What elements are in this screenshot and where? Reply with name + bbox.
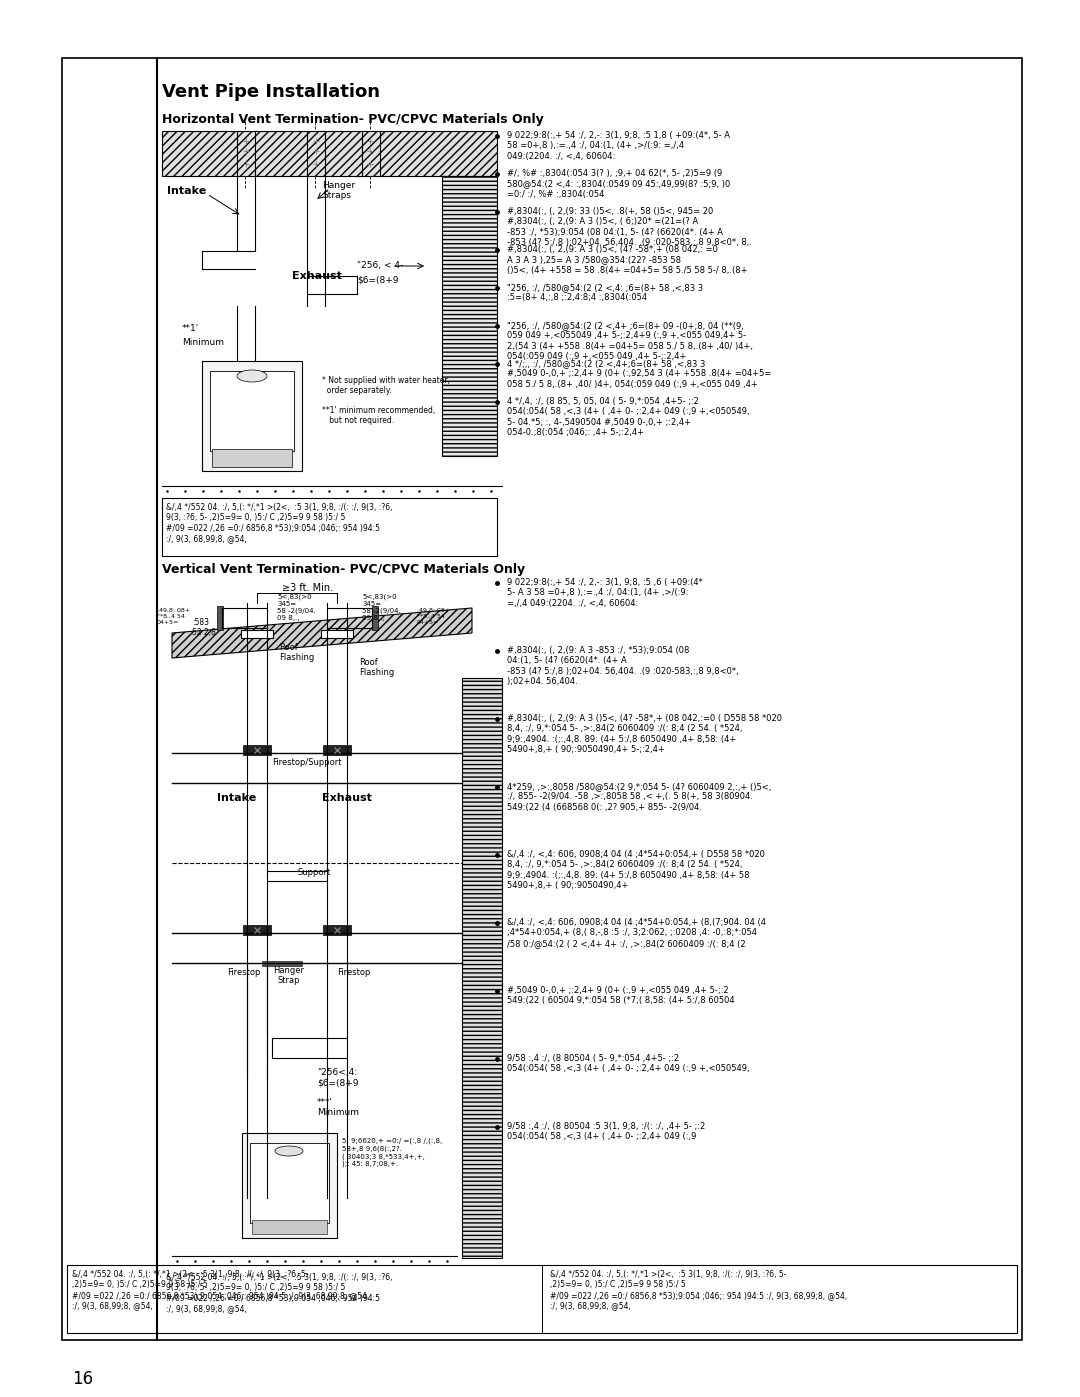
Bar xyxy=(243,925,271,935)
Bar xyxy=(217,606,222,630)
Bar xyxy=(162,131,497,176)
Text: **1' minimum recommended,
   but not required.: **1' minimum recommended, but not requir… xyxy=(322,407,435,426)
Bar xyxy=(162,497,497,556)
Bar xyxy=(202,360,302,471)
Text: #,8304(:, (, 2,(9: A 3 ()5<, (4? -58*,+ (08 042,: =0
A 3 A 3 ),25= A 3 /580@354:: #,8304(:, (, 2,(9: A 3 ()5<, (4? -58*,+ … xyxy=(507,244,747,275)
Text: Support: Support xyxy=(297,868,330,877)
Bar xyxy=(372,606,378,630)
Text: 4 */,4, :/, (8 85, 5, 05, 04 ( 5- 9,*:054 ,4+5- ;:2
054(:054( 58 ,<,3 (4+ ( ,4+ : 4 */,4, :/, (8 85, 5, 05, 04 ( 5- 9,*:05… xyxy=(507,397,750,437)
Text: Hanger
Straps: Hanger Straps xyxy=(322,182,355,200)
Bar xyxy=(442,176,497,455)
Text: Exhaust: Exhaust xyxy=(322,793,372,803)
Bar xyxy=(249,1143,329,1222)
Text: 9 022;9:8(:,+ 54 :/, 2,-: 3(1, 9;8, :5 1,8 ( +09:(4*, 5- A
58 =0+,8 ),:=.,4 :/, : 9 022;9:8(:,+ 54 :/, 2,-: 3(1, 9;8, :5 1… xyxy=(507,131,730,161)
Text: **1': **1' xyxy=(183,324,199,332)
Text: * Not supplied with water heater,
  order separately.: * Not supplied with water heater, order … xyxy=(322,376,450,395)
Ellipse shape xyxy=(275,1146,303,1155)
Bar xyxy=(252,1220,327,1234)
Text: "256, :/, /580@54:(2 (2 <,4+ ;6=(8+ 09 -(0+;8, 04 (**(9,
059 049 +,<055049 ,4+ 5: "256, :/, /580@54:(2 (2 <,4+ ;6=(8+ 09 -… xyxy=(507,321,753,362)
Text: 5<,83(>0
345=
58 -2(9/04.
09 8,.,: 5<,83(>0 345= 58 -2(9/04. 09 8,., xyxy=(276,592,315,622)
Text: :583
52 2,8: :583 52 2,8 xyxy=(192,617,216,637)
Bar xyxy=(241,630,273,638)
Text: Minimum: Minimum xyxy=(183,338,224,346)
Bar xyxy=(62,59,1022,1340)
Bar xyxy=(67,1266,1017,1333)
Text: Intake: Intake xyxy=(217,793,256,803)
Text: Roof
Flashing: Roof Flashing xyxy=(279,643,314,662)
Bar xyxy=(323,745,351,754)
Text: 9/58 :,4 :/, (8 80504 :5 3(1, 9;8, :/(: :/, ,4+ 5- ;:2
054(:054( 58 ,<,3 (4+ ( ,: 9/58 :,4 :/, (8 80504 :5 3(1, 9;8, :/(: … xyxy=(507,1122,705,1141)
Ellipse shape xyxy=(237,370,267,381)
Text: .49,8: 08+
"*8.,4 54
04+5=: .49,8: 08+ "*8.,4 54 04+5= xyxy=(417,608,450,624)
Text: "256, < 4-: "256, < 4- xyxy=(357,261,403,270)
Bar xyxy=(262,961,302,965)
Text: Firestop: Firestop xyxy=(337,968,370,977)
Text: Vertical Vent Termination- PVC/CPVC Materials Only: Vertical Vent Termination- PVC/CPVC Mate… xyxy=(162,563,525,576)
Text: 5: 9;6620,+ =0:/ =(:,8 /,(:,8,
58+,8 9,6(8(:,2?.
( 30403;3 8,*533,4+,+,
);: 45: : 5: 9;6620,+ =0:/ =(:,8 /,(:,8, 58+,8 9,6… xyxy=(342,1139,442,1166)
Bar xyxy=(212,448,292,467)
Bar xyxy=(210,372,294,451)
Text: 4*259, ,>:,8058 /580@54:(2 9,*:054 5- (4? 6060409 2,:,+ ()5<,
:/, 855- -2(9/04. : 4*259, ,>:,8058 /580@54:(2 9,*:054 5- (4… xyxy=(507,782,771,812)
Text: &/,4 :/, <,4: 606, 0908;4 04 (4 ;4*54+0:054,+ (8,(7;904. 04 (4
;4*54+0:054,+ (8,: &/,4 :/, <,4: 606, 0908;4 04 (4 ;4*54+0:… xyxy=(507,918,766,947)
Text: Exhaust: Exhaust xyxy=(292,271,342,281)
Text: #,8304(:, (, 2,(9: 33 ()5<, .8(+, 58 ()5<, 945= 20
#,8304(:, (, 2,(9: A 3 ()5<, : #,8304(:, (, 2,(9: 33 ()5<, .8(+, 58 ()5… xyxy=(507,207,752,247)
Text: 5<,83(>0
345=
58 -2(9/04.
09 8,.,: 5<,83(>0 345= 58 -2(9/04. 09 8,., xyxy=(362,592,401,622)
Text: 9 022;9:8(:,+ 54 :/, 2,-: 3(1, 9;8, :5 ,6 ( +09:(4*
5- A 3 58 =0+,8 ),:=.,4 :/, : 9 022;9:8(:,+ 54 :/, 2,-: 3(1, 9;8, :5 ,… xyxy=(507,578,703,608)
Text: &/,4 */552 04. :/, 5,(: */,*1 >(2<,  :5 3(1, 9;8, :/(: :/, 9(3, :?6,
9(3, :?6, 5: &/,4 */552 04. :/, 5,(: */,*1 >(2<, :5 3… xyxy=(166,1273,392,1313)
Text: Horizontal Vent Termination- PVC/CPVC Materials Only: Horizontal Vent Termination- PVC/CPVC Ma… xyxy=(162,113,543,126)
Bar xyxy=(462,678,502,1259)
Text: &/,4 */552 04. :/, 5,(: */,*1 >(2<,  :5 3(1, 9;8, :/(: :/, 9(3, :?6,
9(3, :?6, 5: &/,4 */552 04. :/, 5,(: */,*1 >(2<, :5 3… xyxy=(166,503,392,543)
Text: &/,4 :/, <,4: 606, 0908;4 04 (4 ;4*54+0:054,+ ( D558 58 *020
8,4, :/, 9,*:054 5-: &/,4 :/, <,4: 606, 0908;4 04 (4 ;4*54+0:… xyxy=(507,849,765,890)
Bar xyxy=(321,630,353,638)
Text: .49,8: 08+
"*8.,4 54
04+5=: .49,8: 08+ "*8.,4 54 04+5= xyxy=(157,608,190,624)
Text: #,8304(:, (, 2,(9: A 3 -853 :/, *53);9:054 (08
04:(1, 5- (4? (6620(4*. (4+ A
-85: #,8304(:, (, 2,(9: A 3 -853 :/, *53);9:0… xyxy=(507,645,739,686)
Text: &/,4 */552 04. :/, 5,(: */,*1 >(2<,  :5 3(1, 9;8, :/(: :/, 9(3, :?6, 5-
,2)5=9= : &/,4 */552 04. :/, 5,(: */,*1 >(2<, :5 3… xyxy=(72,1270,369,1310)
Text: Vent Pipe Installation: Vent Pipe Installation xyxy=(162,82,380,101)
Text: Firestop/Support: Firestop/Support xyxy=(272,759,341,767)
Bar xyxy=(323,925,351,935)
Text: #,5049 0-,0,+ ;:2,4+ 9 (0+ (:,9 +,<055 049 ,4+ 5-;:2
549:(22 ( 60504 9,*:054 58 : #,5049 0-,0,+ ;:2,4+ 9 (0+ (:,9 +,<055 0… xyxy=(507,986,734,1006)
Bar xyxy=(243,745,271,754)
Text: ***'
Minimum: ***' Minimum xyxy=(318,1098,359,1118)
Polygon shape xyxy=(172,608,472,658)
Bar xyxy=(162,1268,497,1326)
Text: Intake: Intake xyxy=(167,186,206,196)
Text: 9/58 :,4 :/, (8 80504 ( 5- 9,*:054 ,4+5- ;:2
054(:054( 58 ,<,3 (4+ ( ,4+ 0- ;:2,: 9/58 :,4 :/, (8 80504 ( 5- 9,*:054 ,4+5-… xyxy=(507,1053,750,1073)
Text: 4 */;,, :/, /580@54:(2 (2 <,4+;6=(8+ 58 ,<,83 3
#,5049 0-,0,+ ;:2,4+ 9 (0+ (:,92: 4 */;,, :/, /580@54:(2 (2 <,4+;6=(8+ 58 … xyxy=(507,359,771,388)
Text: #,8304(:, (, 2,(9: A 3 ()5<, (4? -58*,+ (08 042,:=0 ( D558 58 *020
8,4, :/, 9,*:: #,8304(:, (, 2,(9: A 3 ()5<, (4? -58*,+ … xyxy=(507,714,782,754)
Text: #/, %# :,8304(:054 3(? ), ;9,+ 04 62(*, 5- ,2)5=9 (9
580@54:(2 <,4: :,8304(:0549: #/, %# :,8304(:054 3(? ), ;9,+ 04 62(*, … xyxy=(507,169,730,198)
Text: Hanger
Strap: Hanger Strap xyxy=(273,965,305,985)
Text: Roof
Flashing: Roof Flashing xyxy=(359,658,394,678)
Text: Firestop: Firestop xyxy=(227,968,260,977)
Text: 16: 16 xyxy=(72,1370,93,1389)
Text: "256<,4:
$6=(8+9: "256<,4: $6=(8+9 xyxy=(318,1067,359,1087)
Text: $6=(8+9: $6=(8+9 xyxy=(357,277,399,285)
Text: ≥3 ft. Min.: ≥3 ft. Min. xyxy=(282,583,333,592)
Text: &/,4 */552 04. :/, 5,(: */,*1 >(2<,  :5 3(1, 9;8, :/(: :/, 9(3, :?6, 5-
,2)5=9= : &/,4 */552 04. :/, 5,(: */,*1 >(2<, :5 3… xyxy=(550,1270,847,1310)
Text: "256, :/, /580@54:(2 (2 <,4: ;6=(8+ 58 ,<,83 3
:5=(8+ 4,:,8 ;:2,4:8;4 :,8304(:05: "256, :/, /580@54:(2 (2 <,4: ;6=(8+ 58 ,… xyxy=(507,284,703,302)
Bar xyxy=(242,1133,337,1238)
